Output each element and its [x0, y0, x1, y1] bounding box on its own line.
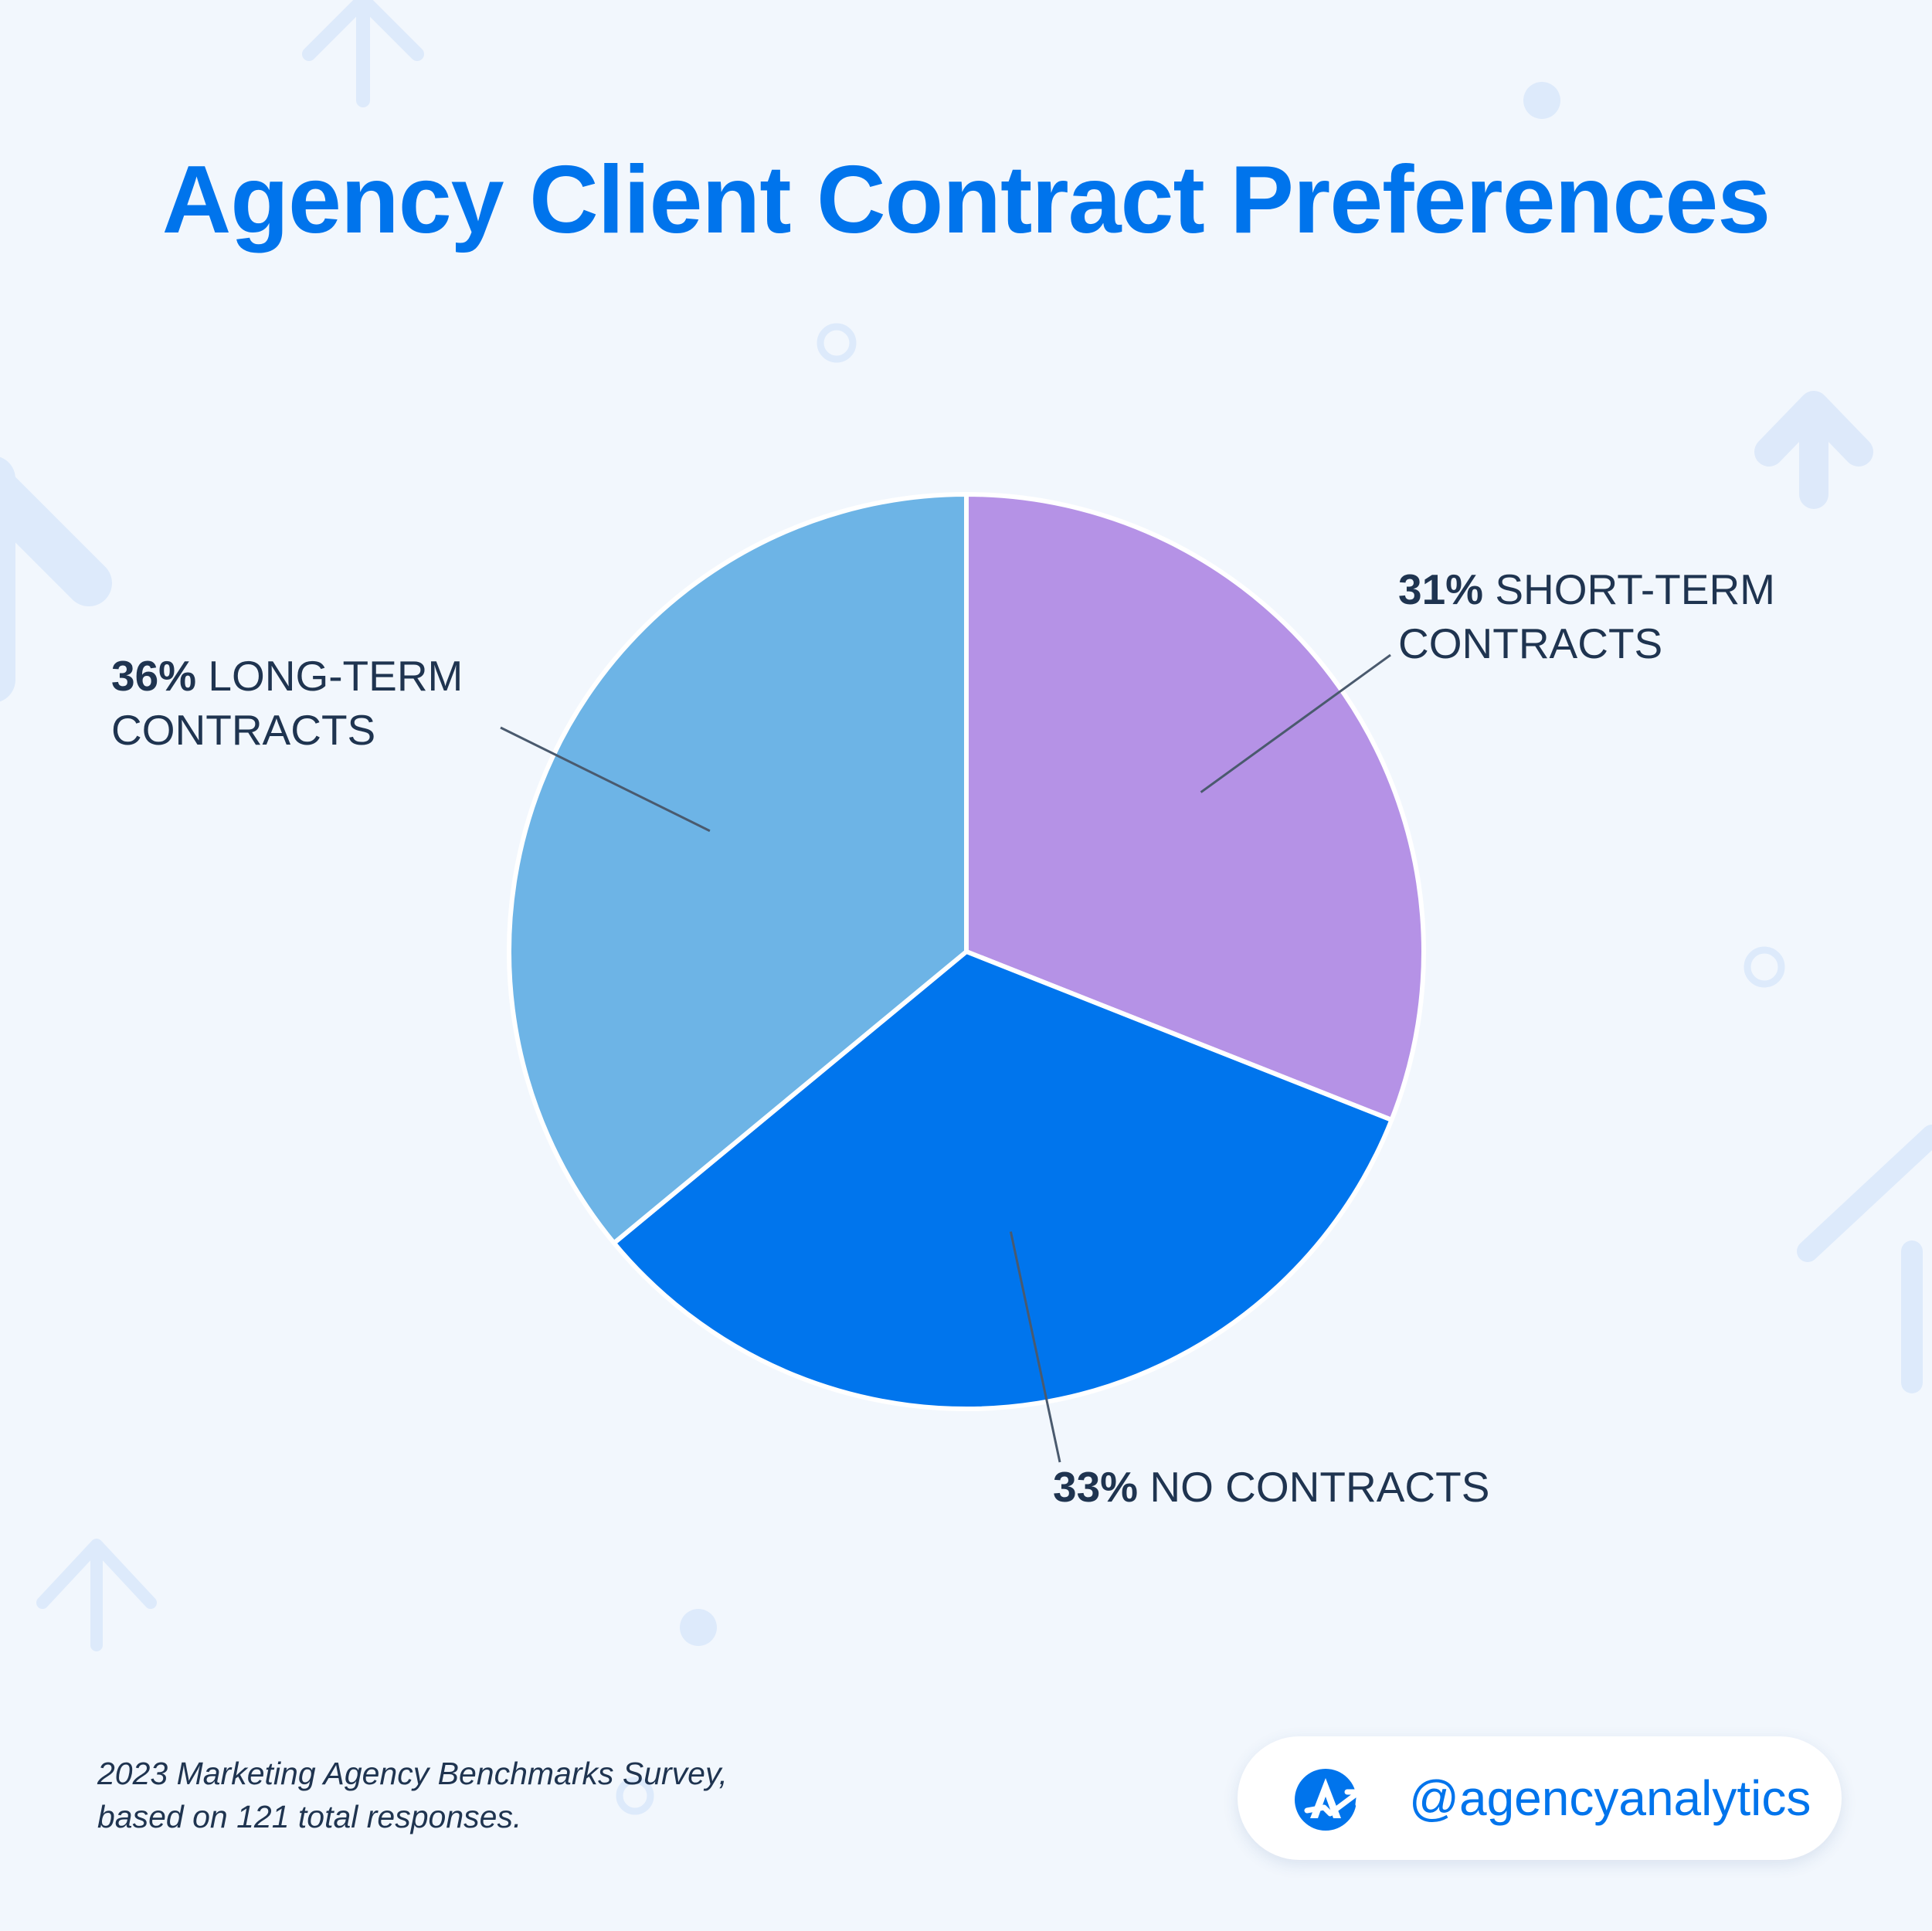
slice-value: 33% [1053, 1463, 1139, 1511]
arrow-icon [0, 456, 112, 702]
dot-decoration [680, 1609, 717, 1646]
social-handle: @agencyanalytics [1409, 1770, 1811, 1826]
page-title: Agency Client Contract Preferences [161, 147, 1771, 253]
ring-decoration [616, 1777, 654, 1815]
slice-label-short-term: 31% SHORT-TERM CONTRACTS [1398, 565, 1775, 667]
source-note: 2023 Marketing Agency Benchmarks Survey,… [97, 1756, 728, 1834]
arrow-outline-icon [302, 0, 424, 107]
slice-short-term [964, 492, 1427, 1122]
arrow-outline-icon [36, 1539, 157, 1651]
arrow-icon [1754, 391, 1873, 509]
dot-decoration [1523, 82, 1560, 119]
agencyanalytics-logo-icon [1295, 1769, 1363, 1831]
ring-decoration [1744, 946, 1785, 988]
arrow-outline-icon [1797, 1125, 1932, 1393]
leader-line [1009, 1231, 1061, 1463]
ring-decoration [817, 323, 857, 363]
slice-no-contracts [611, 949, 1394, 1411]
slice-label-long-term: 36% LONG-TERM CONTRACTS [111, 652, 463, 754]
slice-value: 31% [1398, 565, 1484, 613]
social-handle-badge: @agencyanalytics [1238, 1736, 1842, 1860]
leader-line [500, 726, 711, 833]
slice-value: 36% [111, 652, 197, 700]
slice-long-term [507, 492, 969, 1246]
slice-label-no-contracts: 33% NO CONTRACTS [1053, 1463, 1490, 1511]
leader-line [1200, 653, 1391, 793]
